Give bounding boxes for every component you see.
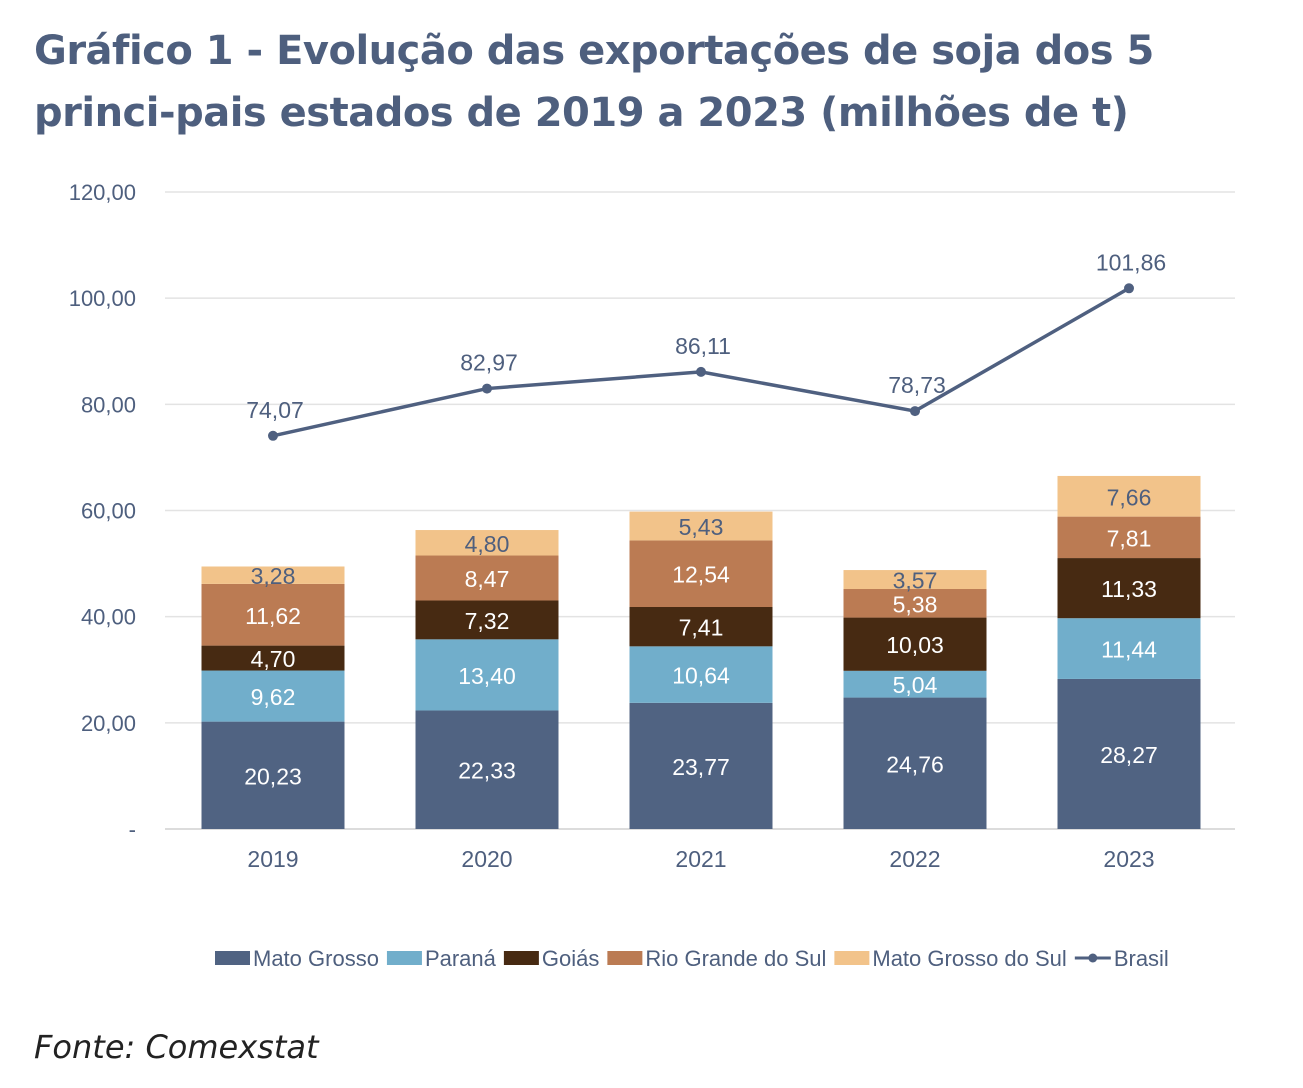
legend-label: Mato Grosso do Sul xyxy=(872,946,1066,971)
legend-swatch xyxy=(503,951,539,965)
bar-segment xyxy=(1057,558,1201,619)
line-point xyxy=(910,406,920,417)
data-label: 20,23 xyxy=(244,763,302,789)
data-label: 13,40 xyxy=(458,663,516,689)
data-label: 3,57 xyxy=(893,568,938,594)
data-label: 11,62 xyxy=(245,603,301,629)
x-tick-label: 2022 xyxy=(889,846,940,872)
data-label: 7,32 xyxy=(465,608,510,634)
legend-marker xyxy=(1088,953,1098,963)
legend-swatch xyxy=(607,951,643,965)
bar-segment xyxy=(415,639,559,711)
bar-segment xyxy=(201,670,345,722)
legend-swatch xyxy=(834,951,870,965)
bar-segment xyxy=(629,511,773,541)
y-tick-label: 40,00 xyxy=(81,605,136,630)
bar-segment xyxy=(629,646,773,703)
bar-segment xyxy=(843,617,987,671)
bar-segment xyxy=(201,645,345,671)
data-label: 11,33 xyxy=(1101,576,1157,602)
x-tick-label: 2021 xyxy=(675,846,726,872)
bar-segment xyxy=(843,697,987,829)
source-note: Fonte: Comexstat xyxy=(34,1028,319,1066)
data-label: 7,41 xyxy=(679,615,724,641)
data-label: 4,70 xyxy=(251,646,296,672)
y-tick-label: 60,00 xyxy=(81,499,136,524)
bar-segment xyxy=(415,530,559,556)
data-label: 9,62 xyxy=(251,684,296,710)
data-label: 5,43 xyxy=(679,514,724,540)
bar-segment xyxy=(201,721,345,829)
data-label: 7,81 xyxy=(1107,525,1152,551)
data-label: 23,77 xyxy=(672,754,730,780)
line-point xyxy=(268,430,278,441)
legend-label: Goiás xyxy=(542,946,599,971)
y-tick-label: - xyxy=(129,817,136,842)
y-tick-label: 100,00 xyxy=(69,286,136,311)
bar-segment xyxy=(629,607,773,647)
data-label: 4,80 xyxy=(465,531,510,557)
bar-segment xyxy=(629,702,773,829)
data-label: 24,76 xyxy=(886,751,944,777)
bar-segment xyxy=(629,540,773,608)
line-point xyxy=(482,383,492,394)
bar-segment xyxy=(843,670,987,698)
y-tick-label: 20,00 xyxy=(81,711,136,736)
line-data-label: 101,86 xyxy=(1096,249,1166,275)
legend-label: Brasil xyxy=(1114,946,1169,971)
data-label: 5,04 xyxy=(893,672,938,698)
bar-segment xyxy=(415,710,559,829)
line-data-label: 82,97 xyxy=(460,350,518,376)
legend-label: Paraná xyxy=(425,946,497,971)
bar-segment xyxy=(1057,678,1201,829)
x-tick-label: 2020 xyxy=(461,846,512,872)
data-label: 7,66 xyxy=(1107,484,1152,510)
legend-label: Mato Grosso xyxy=(253,946,379,971)
y-tick-label: 120,00 xyxy=(69,180,136,205)
bar-segment xyxy=(201,583,345,646)
data-label: 12,54 xyxy=(672,562,730,588)
bar-segment xyxy=(201,566,345,584)
legend-label: Rio Grande do Sul xyxy=(645,946,826,971)
bar-segment xyxy=(415,555,559,601)
bar-segment xyxy=(843,570,987,590)
data-label: 10,64 xyxy=(672,663,730,689)
data-label: 10,03 xyxy=(886,632,944,658)
data-label: 11,44 xyxy=(1101,637,1157,663)
data-label: 5,38 xyxy=(893,591,938,617)
line-point xyxy=(1124,283,1134,294)
data-label: 22,33 xyxy=(458,758,516,784)
legend-swatch xyxy=(215,951,250,965)
data-label: 8,47 xyxy=(465,566,510,592)
x-tick-label: 2023 xyxy=(1103,846,1154,872)
line-series-brasil xyxy=(272,286,1130,438)
bar-segment xyxy=(1057,475,1201,517)
legend-swatch xyxy=(386,951,422,965)
chart-title: Gráfico 1 - Evolução das exportações de … xyxy=(34,28,1154,136)
bar-segment xyxy=(843,589,987,618)
line-data-label: 74,07 xyxy=(246,397,304,423)
data-label: 3,28 xyxy=(251,563,296,589)
data-label: 28,27 xyxy=(1100,742,1158,768)
bar-segment xyxy=(415,600,559,640)
y-tick-label: 80,00 xyxy=(81,392,136,417)
bar-segment xyxy=(1057,516,1201,559)
bar-segment xyxy=(1057,618,1201,679)
line-point xyxy=(696,366,706,377)
x-tick-label: 2019 xyxy=(247,846,298,872)
line-data-label: 78,73 xyxy=(888,372,946,398)
line-data-label: 86,11 xyxy=(675,333,731,359)
